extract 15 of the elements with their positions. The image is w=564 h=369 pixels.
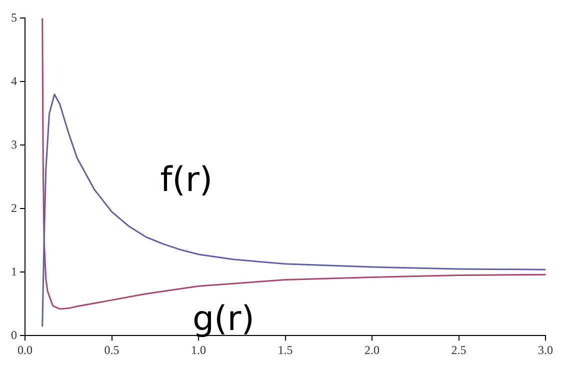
y-tick-label: 2 — [11, 200, 17, 215]
y-tick-label: 1 — [11, 264, 17, 278]
y-tick-label: 5 — [11, 10, 17, 24]
y-tick-label: 0 — [11, 328, 17, 342]
x-tick-label: 1.5 — [278, 342, 293, 357]
x-tick-label: 3.0 — [538, 342, 553, 357]
x-tick-label: 0.5 — [104, 342, 120, 357]
x-tick-label: 0.0 — [18, 342, 32, 357]
x-tick-label: 2.0 — [364, 342, 380, 357]
y-tick-label: 4 — [11, 74, 17, 88]
y-tick-label: 3 — [11, 137, 17, 152]
x-tick-label: 2.5 — [451, 342, 466, 357]
series-label: f(r) — [160, 160, 213, 200]
x-tick-label: 1.0 — [191, 342, 206, 357]
series-label: g(r) — [192, 298, 255, 339]
